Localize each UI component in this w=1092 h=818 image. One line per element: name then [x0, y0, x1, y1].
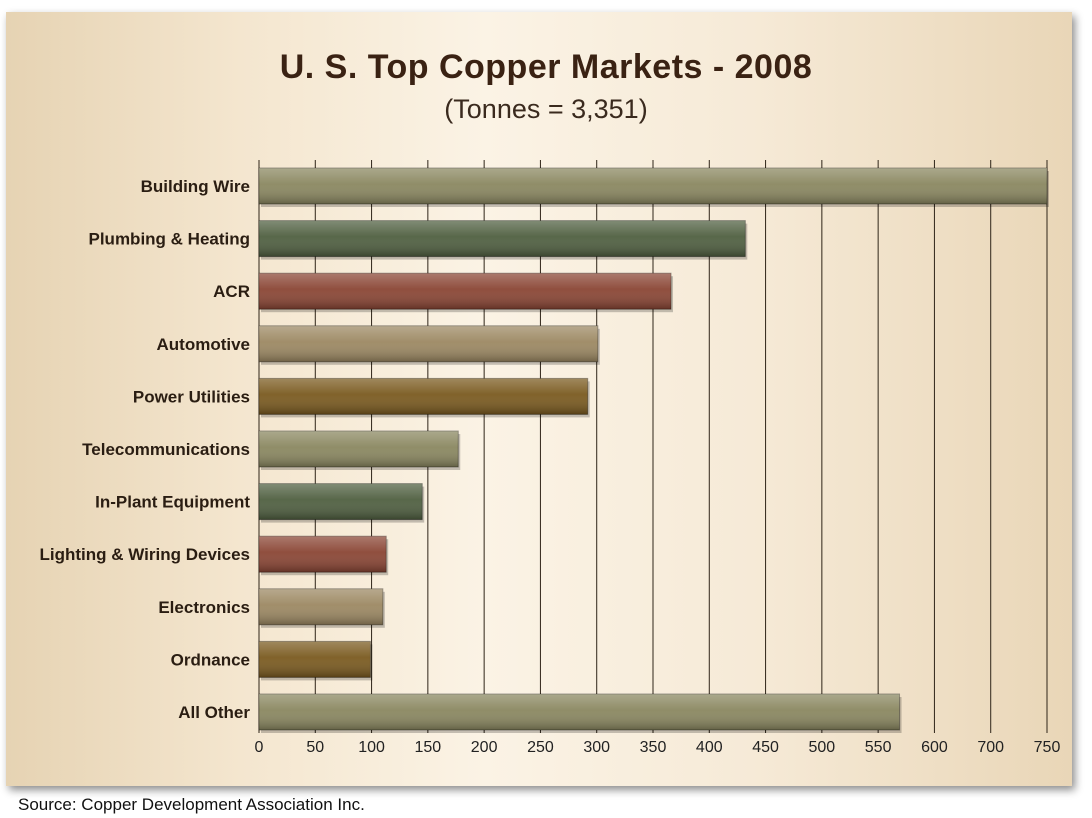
x-tick-label: 400 [696, 739, 723, 756]
source-note: Source: Copper Development Association I… [18, 795, 365, 814]
x-tick-label: 500 [809, 739, 836, 756]
chart-title: U. S. Top Copper Markets - 2008 [279, 48, 813, 86]
x-tick-label: 0 [255, 739, 264, 756]
category-label: ACR [213, 282, 250, 301]
category-labels: Building Wire Plumbing & Heating ACR Automo… [40, 177, 251, 722]
x-tick-label: 550 [865, 739, 892, 756]
category-label: In-Plant Equipment [95, 493, 250, 512]
x-tick-label: 750 [1034, 739, 1061, 756]
category-label: Plumbing & Heating [89, 230, 251, 249]
x-tick-label: 700 [977, 739, 1004, 756]
category-label: Building Wire [141, 177, 250, 196]
bar-highlight [259, 220, 746, 257]
category-label: Automotive [157, 335, 251, 354]
category-label: Ordnance [171, 650, 250, 669]
x-tick-label: 150 [415, 739, 442, 756]
category-label: Power Utilities [133, 387, 250, 406]
bar-chart: Building Wire Plumbing & Heating ACR Automo… [40, 160, 1061, 756]
category-label: Telecommunications [82, 440, 250, 459]
x-tick-label: 450 [752, 739, 779, 756]
bar-highlight [259, 168, 1047, 204]
x-tick-label: 50 [306, 739, 324, 756]
bar-highlight [259, 273, 672, 310]
bars [258, 167, 1049, 733]
x-tick-label: 200 [471, 739, 498, 756]
category-label: All Other [178, 703, 250, 722]
chart-subtitle: (Tonnes = 3,351) [444, 94, 648, 124]
bar-highlight [259, 378, 588, 415]
bar-highlight [259, 536, 387, 573]
category-label: Lighting & Wiring Devices [40, 545, 250, 564]
x-tick-label: 100 [358, 739, 385, 756]
x-axis-ticks: 0 50 100 150 200 250 300 350 400 450 500 550 600 700 7… [255, 739, 1061, 756]
x-tick-label: 250 [527, 739, 554, 756]
x-tick-label: 300 [583, 739, 610, 756]
bar-highlight [259, 431, 459, 467]
bar-highlight [259, 325, 598, 362]
bar-highlight [259, 694, 900, 730]
x-tick-label: 600 [921, 739, 948, 756]
x-tick-label: 350 [640, 739, 667, 756]
bar-highlight [259, 588, 383, 625]
bar-highlight [259, 483, 423, 520]
category-label: Electronics [158, 598, 250, 617]
bar-highlight [259, 641, 371, 678]
